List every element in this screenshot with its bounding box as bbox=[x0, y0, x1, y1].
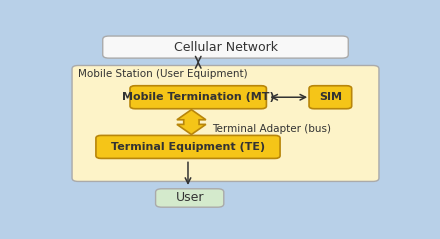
FancyBboxPatch shape bbox=[130, 86, 267, 109]
Text: Cellular Network: Cellular Network bbox=[173, 41, 278, 54]
FancyBboxPatch shape bbox=[103, 36, 348, 58]
Text: User: User bbox=[176, 191, 204, 205]
Text: Mobile Station (User Equipment): Mobile Station (User Equipment) bbox=[78, 69, 248, 79]
FancyBboxPatch shape bbox=[72, 65, 379, 181]
Text: Terminal Equipment (TE): Terminal Equipment (TE) bbox=[111, 142, 265, 152]
FancyBboxPatch shape bbox=[309, 86, 352, 109]
Text: Mobile Termination (MT): Mobile Termination (MT) bbox=[122, 92, 275, 102]
FancyBboxPatch shape bbox=[156, 189, 224, 207]
Polygon shape bbox=[177, 110, 206, 135]
Text: Terminal Adapter (bus): Terminal Adapter (bus) bbox=[212, 124, 331, 134]
Text: SIM: SIM bbox=[319, 92, 342, 102]
FancyBboxPatch shape bbox=[96, 136, 280, 158]
